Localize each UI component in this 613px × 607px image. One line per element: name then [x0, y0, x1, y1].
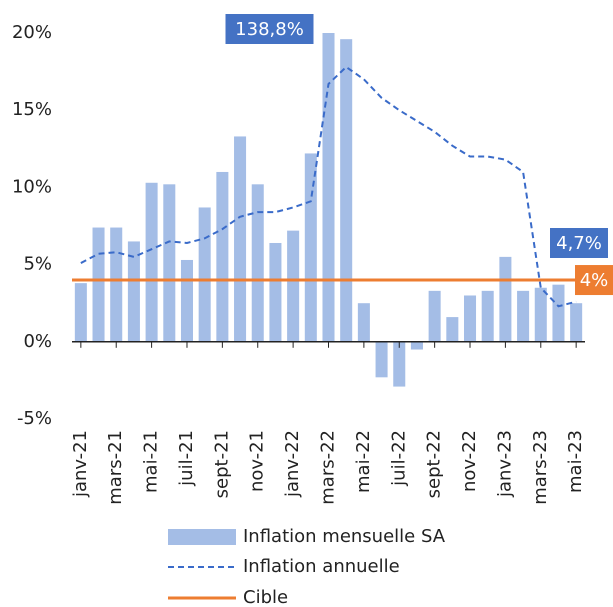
- bar: [428, 290, 441, 342]
- x-tick-label: juil-21: [176, 430, 197, 487]
- bar: [92, 227, 105, 342]
- y-tick-label: 15%: [12, 99, 52, 120]
- bar: [446, 317, 459, 342]
- value-label: 138,8%: [235, 19, 304, 40]
- x-tick-label: nov-21: [247, 430, 268, 492]
- bar: [570, 303, 583, 342]
- bar: [481, 290, 494, 342]
- legend-swatch: [168, 529, 236, 545]
- bar: [145, 182, 158, 342]
- bar: [163, 184, 176, 342]
- bar: [304, 153, 317, 342]
- bar: [216, 171, 229, 342]
- bar: [74, 283, 87, 342]
- x-tick-label: janv-22: [282, 430, 303, 498]
- bar: [357, 303, 370, 342]
- y-tick-label: 0%: [23, 331, 52, 352]
- plot-area: [74, 33, 583, 387]
- x-tick-label: juil-22: [388, 430, 409, 487]
- x-tick-label: mars-21: [105, 430, 126, 505]
- bar: [110, 227, 123, 342]
- line: [80, 65, 577, 308]
- x-tick-label: janv-23: [494, 430, 515, 498]
- bar: [127, 241, 140, 342]
- x-tick-label: sept-21: [211, 430, 232, 498]
- annotation: 4,7%: [556, 233, 602, 254]
- bar: [198, 207, 211, 342]
- value-label-box: [225, 14, 314, 44]
- legend-label: Inflation mensuelle SA: [243, 526, 446, 547]
- y-tick-label: 20%: [12, 22, 52, 43]
- bar: [340, 39, 353, 342]
- bar: [534, 287, 547, 342]
- annotation-box: [550, 228, 608, 258]
- bar: [552, 284, 565, 342]
- x-tick-label: mars-22: [318, 430, 339, 505]
- x-tick-label: nov-22: [459, 430, 480, 492]
- bar: [180, 259, 193, 342]
- y-tick-label: -5%: [17, 408, 52, 429]
- x-tick-label: janv-21: [70, 430, 91, 498]
- x-tick-label: mars-23: [530, 430, 551, 505]
- target-label: 4%: [580, 270, 609, 291]
- bar: [393, 341, 406, 387]
- bar: [375, 341, 388, 378]
- bar: [251, 184, 264, 342]
- x-tick-label: mai-23: [565, 430, 586, 493]
- y-tick-label: 5%: [23, 254, 52, 275]
- x-tick-label: mai-22: [353, 430, 374, 493]
- bar: [464, 295, 477, 342]
- bar: [287, 230, 300, 342]
- bar: [234, 136, 247, 342]
- bar: [410, 341, 423, 350]
- legend-label: Inflation annuelle: [243, 556, 400, 577]
- x-tick-label: mai-21: [141, 430, 162, 493]
- y-tick-label: 10%: [12, 176, 52, 197]
- bar: [499, 256, 512, 342]
- bar: [322, 33, 335, 342]
- bar: [517, 290, 530, 342]
- x-tick-label: sept-22: [424, 430, 445, 498]
- legend-label: Cible: [243, 587, 288, 607]
- bar: [269, 242, 282, 342]
- target-label-box: [575, 265, 613, 296]
